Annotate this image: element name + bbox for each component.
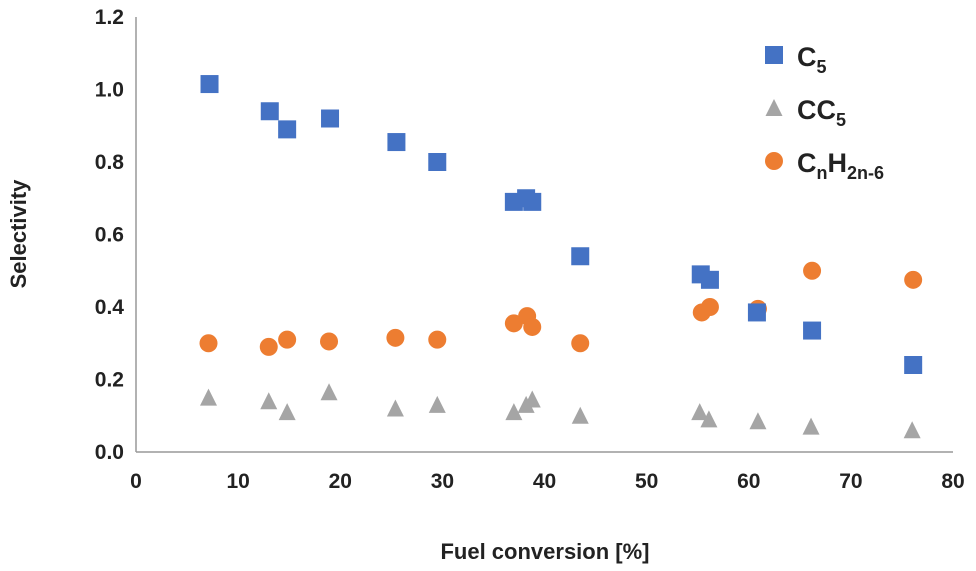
data-point-square xyxy=(200,75,219,94)
axes xyxy=(135,17,953,453)
x-tick-label: 30 xyxy=(431,470,454,493)
data-point-circle xyxy=(428,330,447,349)
data-point-triangle xyxy=(386,399,404,417)
data-point-circle xyxy=(278,330,297,349)
data-point-square xyxy=(260,102,279,121)
data-point-square xyxy=(747,303,766,322)
data-point-square xyxy=(428,153,447,171)
y-axis-title: Selectivity xyxy=(6,179,31,289)
x-tick-label: 0 xyxy=(130,470,142,493)
data-point-circle xyxy=(904,270,923,289)
legend: C5 CC5 CnH2n-6 xyxy=(765,42,884,183)
data-point-triangle xyxy=(749,412,767,430)
legend-entry: CC5 xyxy=(765,95,846,130)
series-triangle-points xyxy=(200,383,921,439)
data-point-circle xyxy=(700,298,719,316)
data-point-square xyxy=(387,133,406,152)
data-point-circle xyxy=(523,317,542,336)
data-point-square xyxy=(700,270,719,289)
data-point-square xyxy=(321,109,340,128)
data-point-square xyxy=(803,321,822,340)
data-point-triangle xyxy=(571,406,589,424)
data-point-triangle xyxy=(802,417,820,435)
data-point-triangle xyxy=(691,403,709,421)
x-tick-label: 80 xyxy=(941,470,964,493)
x-tick-label: 40 xyxy=(533,470,556,493)
legend-label: CC5 xyxy=(797,95,846,130)
y-tick-label: 0.0 xyxy=(95,441,124,464)
data-point-triangle xyxy=(505,403,523,421)
y-tick-labels: 0.0 0.2 0.4 0.6 0.8 1.0 1.2 xyxy=(95,6,125,464)
legend-marker-triangle xyxy=(765,99,783,116)
data-point-circle xyxy=(199,334,218,353)
data-point-triangle xyxy=(260,392,278,410)
x-tick-label: 20 xyxy=(329,470,352,493)
legend-entry: CnH2n-6 xyxy=(765,148,884,183)
data-point-triangle xyxy=(428,395,446,413)
data-point-triangle xyxy=(903,421,921,439)
y-tick-label: 0.6 xyxy=(95,224,124,247)
x-tick-label: 10 xyxy=(226,470,249,493)
plot-area xyxy=(199,75,923,439)
data-point-triangle xyxy=(320,383,338,401)
x-axis-title: Fuel conversion [%] xyxy=(440,539,649,564)
data-point-circle xyxy=(803,261,822,280)
data-point-circle xyxy=(320,332,339,351)
data-point-triangle xyxy=(523,390,541,408)
data-point-circle xyxy=(259,337,278,356)
y-tick-label: 0.8 xyxy=(95,151,125,174)
series-square-points xyxy=(200,75,923,374)
x-tick-labels: 0 10 20 30 40 50 60 70 80 xyxy=(130,470,965,493)
y-tick-label: 0.2 xyxy=(95,369,124,392)
data-point-square xyxy=(571,247,590,266)
data-point-triangle xyxy=(700,410,718,428)
data-point-circle xyxy=(571,334,590,353)
data-point-circle xyxy=(386,328,405,347)
y-tick-label: 1.0 xyxy=(95,79,124,102)
x-tick-label: 50 xyxy=(635,470,658,493)
legend-label: CnH2n-6 xyxy=(797,148,884,183)
legend-marker-square xyxy=(765,46,783,64)
legend-marker-circle xyxy=(765,152,783,170)
series-circle-points xyxy=(199,261,923,356)
x-tick-label: 70 xyxy=(839,470,862,493)
x-tick-label: 60 xyxy=(737,470,760,493)
data-point-square xyxy=(904,356,923,374)
y-tick-label: 1.2 xyxy=(95,6,124,29)
data-point-square xyxy=(523,192,542,211)
data-point-square xyxy=(278,120,297,139)
data-point-triangle xyxy=(200,388,218,406)
legend-label: C5 xyxy=(797,42,827,77)
y-tick-label: 0.4 xyxy=(95,296,125,319)
data-point-circle xyxy=(504,314,523,333)
data-point-triangle xyxy=(278,403,296,421)
legend-entry: C5 xyxy=(765,42,827,77)
